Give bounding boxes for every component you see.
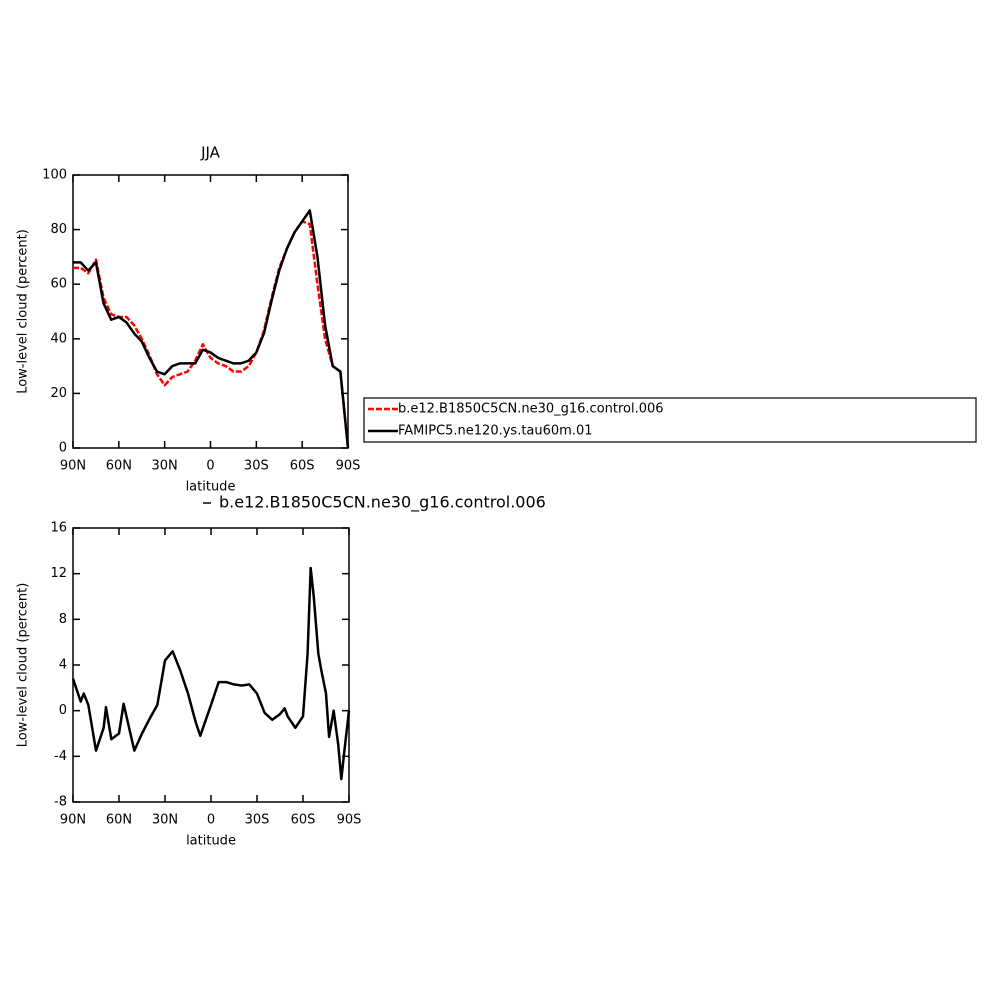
y-tick-label: 20 [50,386,67,401]
x-tick-label: 0 [207,813,215,828]
x-tick-label: 90N [60,813,86,828]
x-tick-label: 60N [106,459,132,474]
y-tick-label: 12 [50,566,67,581]
y-tick-label: -4 [54,749,67,764]
x-axis-label: latitude [186,834,236,849]
x-tick-label: 90S [336,459,361,474]
x-tick-label: 90N [60,459,86,474]
x-tick-label: 60S [291,813,316,828]
x-tick-label: 60S [290,459,315,474]
y-tick-label: 8 [59,612,67,627]
y-tick-label: 100 [42,168,67,183]
x-tick-label: 30N [152,459,178,474]
legend-label: FAMIPC5.ne120.ys.tau60m.01 [398,424,593,439]
x-tick-label: 0 [206,459,214,474]
y-tick-label: 60 [50,277,67,292]
data-line [73,209,350,449]
y-tick-label: 80 [50,222,67,237]
chart-title: JJA [200,144,221,162]
y-axis-label: Low-level cloud (percent) [16,229,31,394]
data-line [71,566,351,781]
legend-label: b.e12.B1850C5CN.ne30_g16.control.006 [219,493,546,513]
data-line [73,220,350,449]
x-tick-label: 30N [152,813,178,828]
x-tick-label: 30S [244,459,269,474]
y-tick-label: -8 [54,795,67,810]
y-axis-label: Low-level cloud (percent) [16,583,31,748]
legend-box [363,397,977,443]
y-tick-label: 0 [59,441,67,456]
y-tick-label: 40 [50,331,67,346]
y-tick-label: 4 [59,658,67,673]
y-tick-label: 0 [59,703,67,718]
x-tick-label: 60N [106,813,132,828]
y-tick-label: 16 [50,521,67,536]
x-tick-label: 30S [245,813,270,828]
legend-label: b.e12.B1850C5CN.ne30_g16.control.006 [398,402,664,417]
x-tick-label: 90S [337,813,362,828]
x-axis-label: latitude [186,480,236,495]
